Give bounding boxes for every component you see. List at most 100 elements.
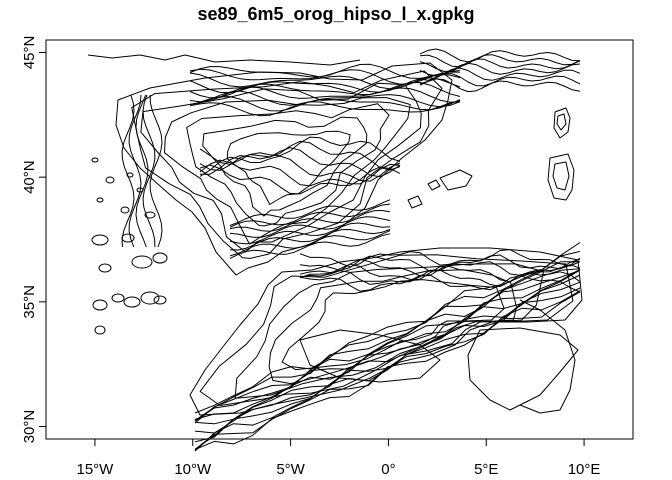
contour-atlas [194,268,581,425]
contour-betic [229,233,391,259]
contour-atlas [194,261,581,424]
contour-sardinia [547,153,575,201]
contour-island [92,299,108,311]
contour-north-africa-inner [268,269,517,385]
y-axis: 30°N 35°N 40°N 45°N [21,36,46,444]
contour-iberia-inner [226,130,351,205]
contour-alps [419,73,581,87]
contour-seamount [144,211,156,219]
contour-betic [229,230,391,257]
contour-island [153,295,167,305]
contour-island [94,325,106,335]
contour-atlas [194,250,581,421]
contour-betic [229,222,391,245]
x-tick-label: 10°W [174,461,212,478]
contour-island [98,263,112,273]
contour-atlas [194,269,581,420]
contour-betic [229,210,391,232]
contour-west-coast [142,94,156,248]
contour-tell-atlas [299,263,581,283]
x-tick-label: 5°E [474,461,498,478]
contour-island [131,255,153,269]
contour-atlas [194,291,581,450]
contour-pyrenees [189,68,461,85]
contour-island [121,233,135,243]
contour-lines [87,48,583,452]
contour-menorca [427,179,441,191]
contour-atlas [194,281,581,450]
contour-betic [229,228,391,251]
contour-seamount [126,172,134,178]
contour-north-africa-inner [281,279,505,371]
y-tick-label: 45°N [21,36,38,70]
map-title: se89_6m5_orog_hipso_l_x.gpkg [197,4,475,24]
contour-central-range [200,147,401,178]
contour-plateau [299,329,441,383]
contour-iberia-inner [186,103,390,227]
x-tick-label: 0° [381,461,395,478]
contour-north-africa-inner [234,263,544,399]
contour-tell-atlas [299,269,581,287]
contour-mallorca [439,169,473,191]
contour-iberia-inner [131,70,443,259]
contour-atlas [194,269,581,434]
contour-seamount [105,176,115,184]
contour-island [140,291,160,305]
y-tick-label: 40°N [21,160,38,194]
contour-iberia [115,62,453,276]
contour-betic [229,199,391,226]
contour-central-range [199,155,401,182]
x-tick-label: 15°W [76,461,114,478]
contour-seamount [91,157,99,163]
contour-iberia-inner [140,82,422,253]
contour-central-range [199,159,401,187]
contour-alps [419,48,581,63]
x-tick-label: 10°E [568,461,601,478]
y-tick-label: 30°N [21,410,38,444]
contour-pyrenees [189,86,461,103]
contour-west-coast [128,94,142,248]
contour-north-africa-inner [199,254,574,406]
contour-alps [419,67,581,81]
contour-sahara-edge [519,299,576,414]
contour-iberia-inner [202,116,368,217]
contour-island [111,293,125,303]
contour-island [123,296,141,308]
contour-corsica [553,107,571,139]
contour-tell-atlas [299,258,581,277]
contour-pyrenees [189,82,461,99]
contour-betic [229,203,391,228]
contour-island [91,234,109,246]
contour-central-range [199,164,401,195]
contour-alps [419,58,581,72]
contour-island [152,252,168,264]
contour-west-coast [135,94,149,248]
contour-west-coast [149,94,163,248]
contour-central-range [199,140,401,171]
contour-atlas [194,287,581,452]
contour-sardinia-inner [552,161,570,191]
contour-betic [229,216,391,238]
contour-corsica-inner [556,113,567,131]
contour-pyrenees [189,72,461,90]
contour-pyrenees [189,100,461,117]
contour-west-coast [121,94,135,248]
y-tick-label: 35°N [21,285,38,319]
contour-pyrenees [189,96,461,112]
contour-atlas [194,290,581,450]
x-axis: 15°W 10°W 5°W 0° 5°E 10°E [76,439,600,478]
contour-alps [419,78,581,93]
plot-frame [45,39,634,440]
contour-seamount [120,206,130,214]
contour-tell-atlas [299,274,581,293]
contour-pyrenees [189,90,461,108]
contour-atlas [194,268,581,422]
contour-bay-of-biscay [87,54,361,66]
contour-atlas [194,274,581,443]
contour-ibiza [407,195,423,209]
contour-iberia-inner [164,97,411,245]
contour-seamount [96,197,104,203]
contour-alps [419,54,581,68]
contour-plateau [467,327,579,411]
